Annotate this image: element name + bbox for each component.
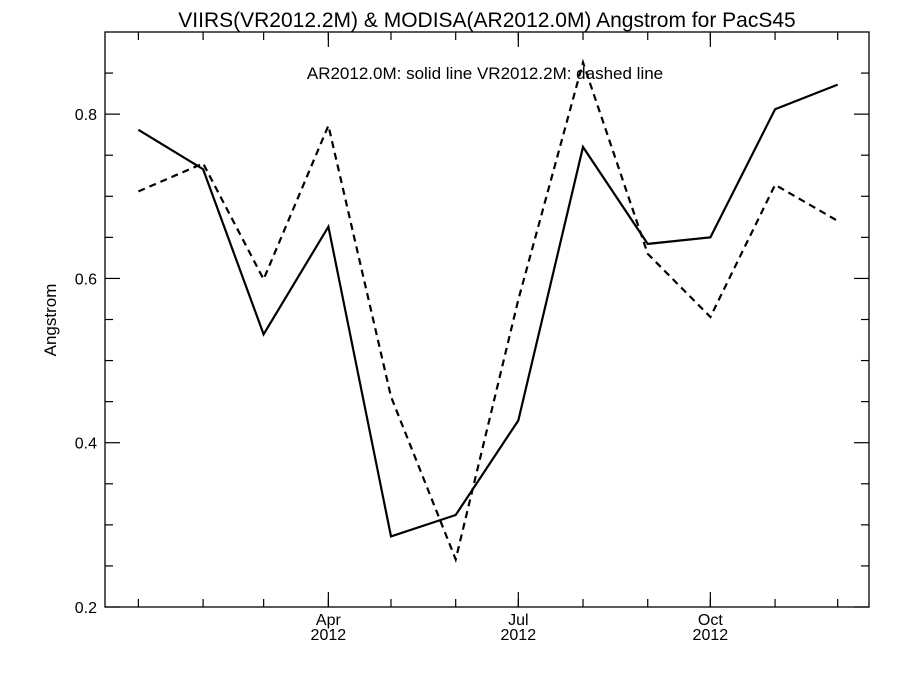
x-tick-label-month: Jul — [508, 612, 528, 629]
x-tick-label-month: Apr — [316, 612, 342, 629]
y-tick-label: 0.8 — [75, 107, 97, 124]
series-layer — [137, 58, 839, 564]
series-line-ar2012-0m — [137, 83, 839, 538]
series-annotation: AR2012.0M: solid line VR2012.2M: dashed … — [307, 64, 663, 83]
x-tick-label-year: 2012 — [693, 627, 729, 644]
x-tick-label-year: 2012 — [501, 627, 537, 644]
y-axis-label: Angstrom — [41, 284, 60, 357]
series-line-vr2012-2m — [137, 58, 839, 564]
y-tick-label: 0.4 — [75, 436, 97, 453]
y-tick-label: 0.2 — [75, 600, 97, 617]
x-tick-label-month: Oct — [698, 612, 723, 629]
y-tick-label: 0.6 — [75, 271, 97, 288]
x-tick-label-year: 2012 — [311, 627, 347, 644]
chart-title: VIIRS(VR2012.2M) & MODISA(AR2012.0M) Ang… — [178, 9, 795, 32]
plot-frame — [104, 31, 870, 608]
